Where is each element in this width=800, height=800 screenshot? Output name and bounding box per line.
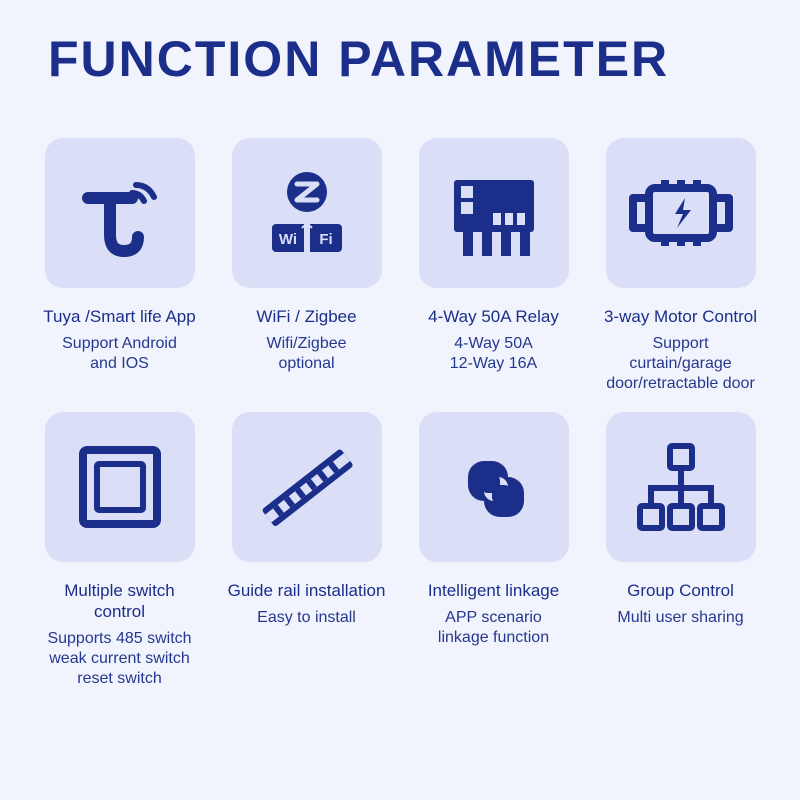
tile-group: Group Control Multi user sharing — [601, 412, 760, 689]
tile-linkage: Intelligent linkage APP scenario linkage… — [414, 412, 573, 689]
tile-heading: Multiple switch control — [40, 580, 199, 623]
tile-heading: WiFi / Zigbee — [256, 306, 356, 328]
svg-text:Fi: Fi — [319, 231, 332, 248]
tile-wifi-zigbee: Wi Fi WiFi / Zigbee Wifi/Zigbee optional — [227, 138, 386, 394]
tuya-icon — [45, 138, 195, 288]
tile-switch: Multiple switch control Supports 485 swi… — [40, 412, 199, 689]
tile-sub: 4-Way 50A 12-Way 16A — [450, 334, 537, 374]
linkage-icon — [419, 412, 569, 562]
feature-grid: Tuya /Smart life App Support Android and… — [40, 138, 760, 689]
tile-heading: Guide rail installation — [228, 580, 386, 602]
tile-heading: Tuya /Smart life App — [43, 306, 195, 328]
rail-icon — [232, 412, 382, 562]
tile-heading: 3-way Motor Control — [604, 306, 757, 328]
tile-sub: Wifi/Zigbee optional — [266, 334, 346, 374]
relay-icon — [419, 138, 569, 288]
switch-icon — [45, 412, 195, 562]
group-icon — [606, 412, 756, 562]
tile-sub: Easy to install — [257, 608, 356, 628]
tile-sub: APP scenario linkage function — [438, 608, 549, 648]
tile-motor: 3-way Motor Control Support curtain/gara… — [601, 138, 760, 394]
tile-relay: 4-Way 50A Relay 4-Way 50A 12-Way 16A — [414, 138, 573, 394]
tile-heading: Group Control — [627, 580, 734, 602]
tile-heading: Intelligent linkage — [428, 580, 559, 602]
tile-sub: Support curtain/garage door/retractable … — [601, 334, 760, 394]
tile-sub: Support Android and IOS — [62, 334, 177, 374]
page-title: FUNCTION PARAMETER — [40, 30, 760, 88]
tile-tuya: Tuya /Smart life App Support Android and… — [40, 138, 199, 394]
svg-text:Wi: Wi — [278, 231, 296, 248]
wifi-zigbee-icon: Wi Fi — [232, 138, 382, 288]
tile-sub: Multi user sharing — [617, 608, 743, 628]
tile-sub: Supports 485 switch weak current switch … — [47, 629, 191, 689]
motor-icon — [606, 138, 756, 288]
tile-heading: 4-Way 50A Relay — [428, 306, 559, 328]
tile-rail: Guide rail installation Easy to install — [227, 412, 386, 689]
